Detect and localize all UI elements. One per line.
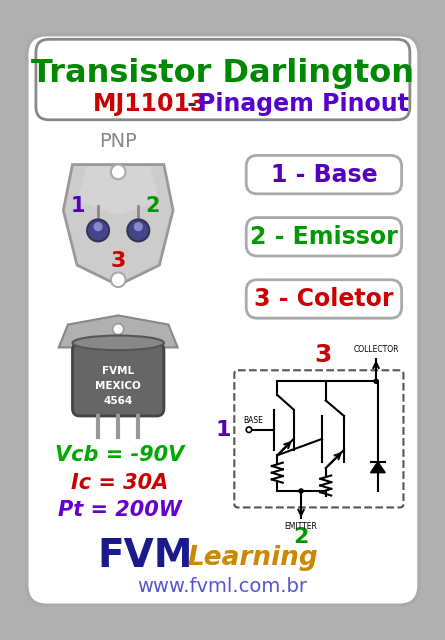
Polygon shape — [77, 166, 159, 215]
Circle shape — [87, 220, 109, 241]
Text: 3: 3 — [110, 252, 126, 271]
Circle shape — [111, 273, 125, 287]
Circle shape — [246, 427, 252, 433]
FancyBboxPatch shape — [235, 371, 404, 508]
Text: Pt = 200W: Pt = 200W — [58, 500, 182, 520]
Circle shape — [113, 324, 124, 335]
Text: MJ11013: MJ11013 — [93, 92, 207, 116]
Text: 3: 3 — [314, 343, 332, 367]
FancyBboxPatch shape — [246, 280, 402, 318]
Polygon shape — [59, 316, 178, 348]
Circle shape — [134, 222, 143, 231]
FancyBboxPatch shape — [73, 343, 164, 416]
Ellipse shape — [73, 335, 164, 350]
Polygon shape — [371, 461, 385, 473]
Text: 2: 2 — [146, 196, 160, 216]
Text: Ic = 30A: Ic = 30A — [71, 473, 169, 493]
FancyBboxPatch shape — [246, 156, 402, 194]
Polygon shape — [63, 164, 173, 285]
FancyBboxPatch shape — [27, 35, 419, 605]
Text: PNP: PNP — [99, 132, 137, 151]
Text: Vcb = -90V: Vcb = -90V — [55, 445, 185, 465]
Text: 1 - Base: 1 - Base — [271, 163, 377, 187]
Text: Learning: Learning — [187, 545, 318, 571]
Text: 1: 1 — [215, 420, 231, 440]
Text: 1: 1 — [71, 196, 85, 216]
Text: 2: 2 — [293, 527, 309, 547]
Text: COLLECTOR: COLLECTOR — [353, 345, 399, 354]
Text: EMITTER: EMITTER — [285, 522, 317, 531]
Text: BASE: BASE — [243, 416, 263, 425]
Text: www.fvml.com.br: www.fvml.com.br — [138, 577, 307, 596]
Circle shape — [93, 222, 103, 231]
Text: -: - — [179, 92, 206, 116]
Text: Pinagem Pinout: Pinagem Pinout — [198, 92, 409, 116]
Text: 3 - Coletor: 3 - Coletor — [254, 287, 394, 311]
FancyBboxPatch shape — [246, 218, 402, 256]
Text: FVML
MEXICO
4564: FVML MEXICO 4564 — [95, 366, 141, 406]
FancyBboxPatch shape — [36, 39, 410, 120]
Circle shape — [127, 220, 149, 241]
Text: 2 - Emissor: 2 - Emissor — [250, 225, 398, 249]
Circle shape — [111, 164, 125, 179]
Text: Transistor Darlington: Transistor Darlington — [31, 58, 414, 88]
Circle shape — [373, 378, 379, 384]
Text: FVM: FVM — [97, 537, 193, 575]
Circle shape — [298, 488, 304, 493]
